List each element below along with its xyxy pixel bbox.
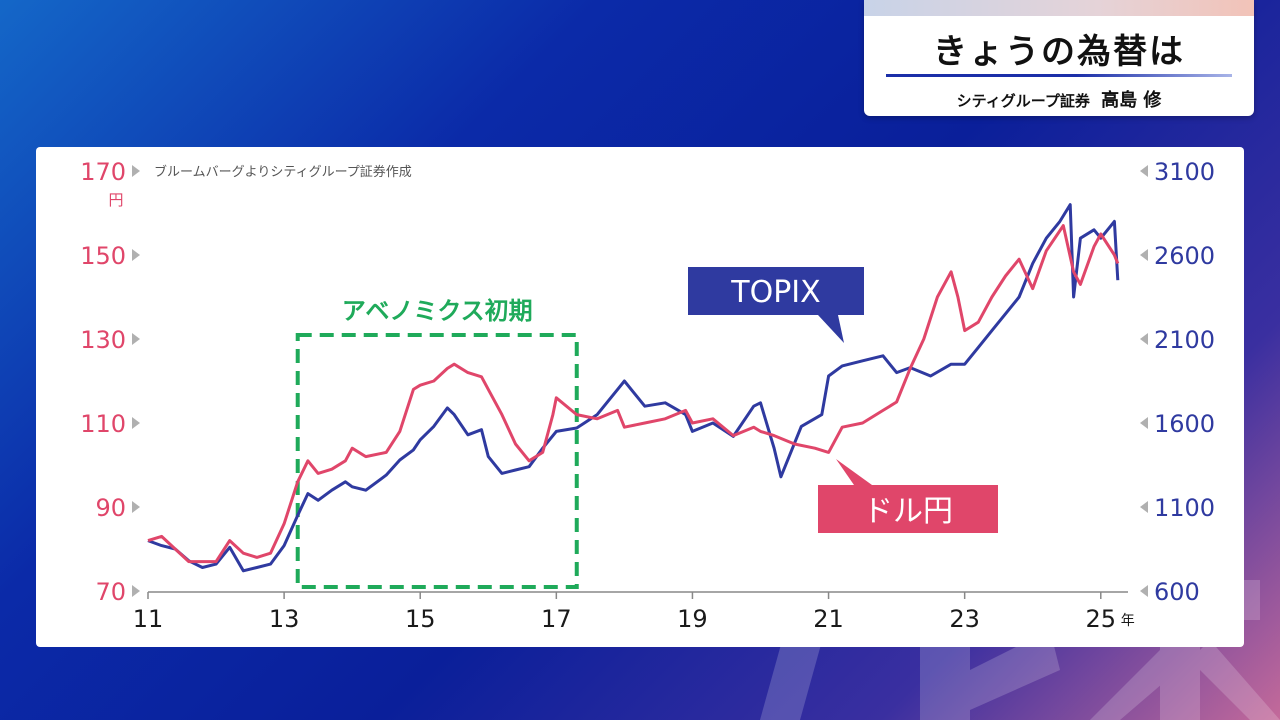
line-chart: ブルームバーグよりシティグループ証券作成 170 150 130 110 90 70 円 3… [80, 158, 1215, 633]
left-axis-tick: 150 [80, 242, 126, 270]
right-axis-marker [1140, 501, 1148, 513]
left-axis-tick: 170 [80, 158, 126, 186]
x-axis-tick: 11 [133, 605, 164, 633]
right-axis-tick: 1100 [1154, 494, 1215, 522]
x-axis-unit: 年 [1121, 613, 1135, 629]
right-axis-tick: 600 [1154, 578, 1200, 606]
left-axis-tick: 130 [80, 326, 126, 354]
left-axis-marker [132, 501, 140, 513]
left-axis-tick: 110 [80, 410, 126, 438]
title-card-topbar [864, 0, 1254, 16]
topix-badge-label: TOPIX [730, 275, 820, 310]
title-underline [886, 74, 1232, 77]
left-axis-unit: 円 [108, 191, 123, 209]
x-axis-tick: 19 [677, 605, 708, 633]
topix-line [147, 203, 1120, 573]
x-axis-tick: 13 [269, 605, 300, 633]
abenomics-highlight-box [295, 333, 579, 589]
topix-badge-pointer [818, 315, 844, 343]
left-axis-marker [132, 417, 140, 429]
topix-badge [688, 267, 864, 315]
usdjpy-badge-label: ドル円 [863, 494, 953, 529]
x-axis-tick: 17 [541, 605, 572, 633]
left-axis-marker [132, 333, 140, 345]
right-axis-marker [1140, 417, 1148, 429]
right-axis-tick: 2600 [1154, 242, 1215, 270]
page-title: きょうの為替は [933, 32, 1185, 72]
x-axis-tick: 21 [813, 605, 844, 633]
chart-source-note: ブルームバーグよりシティグループ証券作成 [154, 164, 412, 180]
presenter-company: シティグループ証券 [956, 92, 1090, 110]
abenomics-label: アベノミクス初期 [342, 297, 533, 325]
presenter-caption: シティグループ証券 高島 修 [864, 86, 1254, 112]
presenter-name: 高島 修 [1101, 90, 1162, 111]
x-axis-tick: 25 [1086, 605, 1117, 633]
right-axis-marker [1140, 165, 1148, 177]
left-axis-tick: 70 [95, 578, 126, 606]
left-axis-tick: 90 [95, 494, 126, 522]
left-axis-marker [132, 585, 140, 597]
right-axis-marker [1140, 333, 1148, 345]
usdjpy-badge [818, 485, 998, 533]
chart-panel: ブルームバーグよりシティグループ証券作成 170 150 130 110 90 70 円 3… [36, 147, 1244, 647]
usdjpy-badge-pointer [836, 459, 872, 485]
right-axis-tick: 1600 [1154, 410, 1215, 438]
right-axis-tick: 3100 [1154, 158, 1215, 186]
right-axis-tick: 2100 [1154, 326, 1215, 354]
x-axis-tick: 23 [949, 605, 980, 633]
x-axis-tick: 15 [405, 605, 436, 633]
left-axis-marker [132, 249, 140, 261]
title-card: きょうの為替は シティグループ証券 高島 修 [864, 0, 1254, 116]
usdjpy-line [147, 224, 1120, 564]
right-axis-marker [1140, 249, 1148, 261]
right-axis-marker [1140, 585, 1148, 597]
left-axis-marker [132, 165, 140, 177]
